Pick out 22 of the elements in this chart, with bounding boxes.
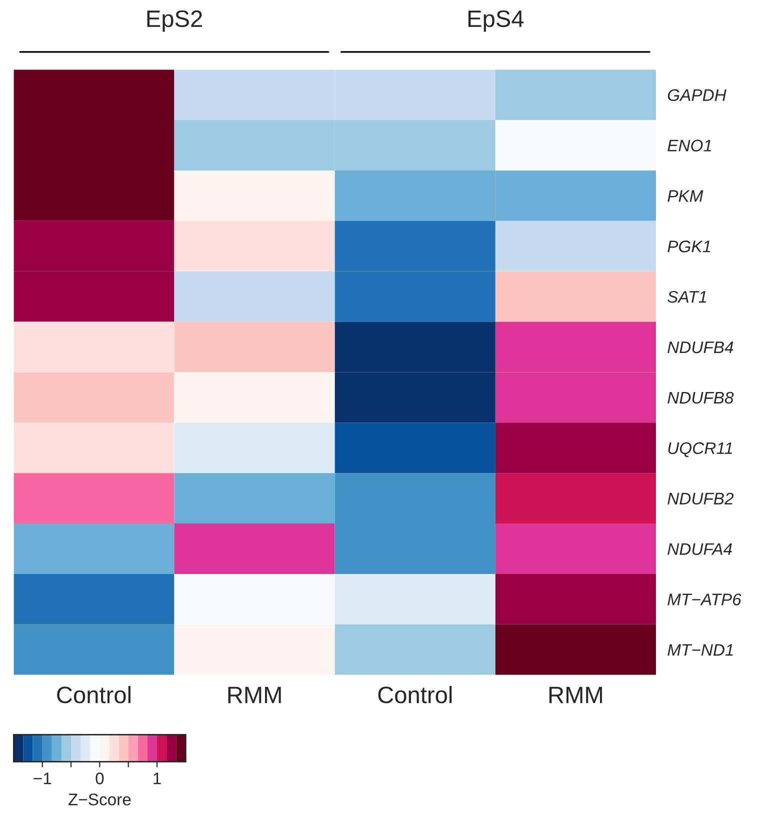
color-bar-label: −1 xyxy=(34,772,52,784)
y-tick-label: MT−ATP6 xyxy=(668,594,742,606)
x-tick-label: Control xyxy=(57,686,130,704)
y-tick-label: NDUFB8 xyxy=(668,392,734,404)
y-tick-label: GAPDH xyxy=(668,89,726,102)
y-tick-label: NDUFA4 xyxy=(668,543,732,555)
y-tick-label: NDUFB4 xyxy=(668,342,734,354)
color-bar-label: 1 xyxy=(154,772,161,784)
x-tick-label: RMM xyxy=(228,686,281,704)
y-tick-label: PKM xyxy=(668,190,704,202)
color-bar-label: 0 xyxy=(96,772,104,784)
y-tick-label: ENO1 xyxy=(668,140,712,152)
color-bar-title: Z−Score xyxy=(68,794,131,806)
text: EpS4 xyxy=(468,10,524,32)
y-tick-label: SAT1 xyxy=(668,290,706,303)
y-tick-label: UQCR11 xyxy=(668,442,732,458)
y-tick-label: MT−ND1 xyxy=(668,644,733,656)
x-tick-label: RMM xyxy=(549,686,602,704)
y-tick-label: NDUFB2 xyxy=(668,492,734,505)
x-tick-label: Control xyxy=(378,686,452,704)
text: EpS2 xyxy=(147,10,202,32)
y-tick-label: PGK1 xyxy=(668,240,710,252)
